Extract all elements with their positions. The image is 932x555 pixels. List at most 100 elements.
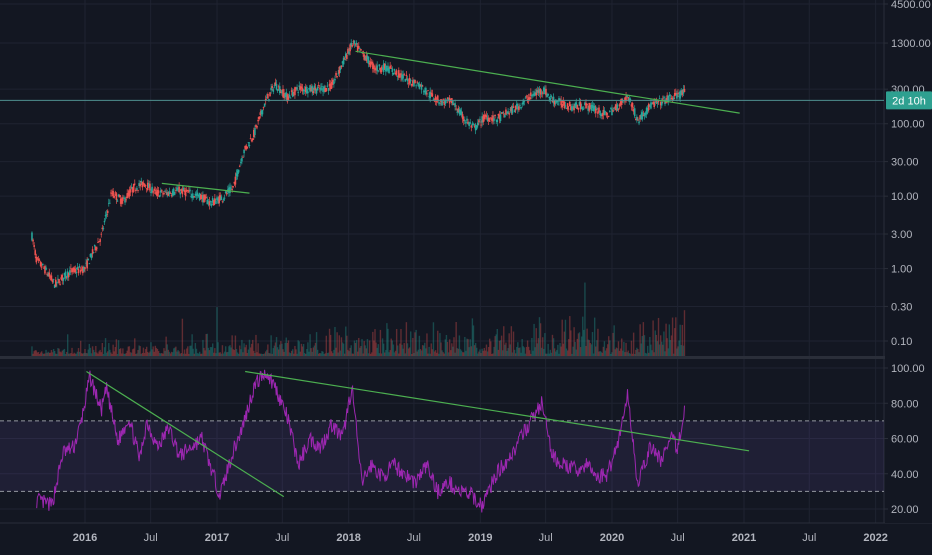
price-candle-body	[511, 106, 514, 114]
price-candle-body	[102, 228, 105, 229]
volume-bar	[365, 348, 368, 356]
price-candle-body	[162, 193, 164, 195]
volume-bar	[254, 353, 256, 356]
pane-separator[interactable]	[0, 356, 932, 359]
price-candle-body	[504, 114, 506, 118]
volume-bar	[414, 332, 416, 356]
volume-bar	[422, 345, 425, 356]
price-candle-body	[231, 189, 233, 190]
volume-bar	[649, 336, 651, 356]
volume-bar	[246, 352, 249, 356]
volume-bar	[556, 349, 558, 356]
volume-bar	[655, 334, 658, 356]
price-candle-body	[373, 65, 375, 70]
price-candle-body	[562, 99, 565, 103]
price-candle-body	[483, 114, 486, 120]
price-candle-body	[359, 47, 361, 49]
price-candle-body	[96, 247, 98, 249]
price-candle-body	[58, 278, 60, 284]
rsi-trendline-2[interactable]	[245, 370, 750, 452]
volume-bar	[300, 343, 303, 356]
price-candle-body	[316, 87, 319, 91]
volume-bar	[163, 348, 165, 356]
price-axis-tick-label: 0.30	[891, 301, 912, 313]
price-candle-body	[547, 93, 549, 96]
volume-bar	[99, 349, 101, 356]
volume-bar	[508, 333, 510, 356]
price-candle-body	[79, 269, 82, 273]
price-trendline-2[interactable]	[355, 50, 740, 114]
volume-bar	[675, 317, 677, 356]
price-candle-body	[657, 101, 660, 102]
price-candle-body	[89, 253, 92, 257]
price-candle-body	[584, 102, 586, 106]
price-candle-body	[184, 190, 187, 197]
price-trendline-1[interactable]	[161, 182, 250, 194]
price-candle-body	[303, 89, 306, 92]
price-candle-body	[594, 108, 597, 114]
volume-bar	[443, 353, 445, 356]
volume-bar	[202, 339, 204, 356]
price-candle-body	[521, 103, 523, 105]
rsi-line[interactable]	[36, 369, 685, 513]
price-candle-body	[572, 107, 574, 109]
time-axis-label: Jul	[275, 532, 289, 544]
volume-bar	[296, 353, 298, 356]
price-candle-body	[163, 193, 165, 195]
volume-bar	[513, 349, 516, 356]
volume-bar	[359, 347, 361, 356]
volume-bar	[503, 326, 505, 356]
volume-bar	[105, 352, 108, 356]
price-candle-body	[270, 87, 272, 91]
volume-bar	[472, 325, 475, 356]
volume-bar	[241, 339, 243, 356]
price-candle-body	[403, 74, 406, 76]
price-candle-body	[328, 83, 331, 87]
volume-bar	[473, 345, 476, 356]
price-candle-body	[400, 73, 402, 78]
price-candle-body	[106, 210, 109, 214]
volume-bar	[682, 345, 685, 356]
price-candle-body	[421, 85, 424, 87]
volume-bar	[223, 351, 226, 356]
volume-bar	[84, 349, 86, 356]
price-candle-body	[520, 107, 522, 109]
volume-bar	[45, 349, 47, 356]
price-candle-body	[271, 86, 274, 88]
volume-bar	[623, 341, 625, 356]
price-candle-body	[478, 120, 480, 123]
price-candle-body	[646, 108, 649, 112]
volume-bar	[652, 320, 654, 356]
price-candle-body	[385, 65, 387, 72]
price-candle-body	[565, 108, 568, 109]
volume-bar	[624, 352, 626, 356]
volume-bar	[90, 353, 93, 356]
price-candle-body	[277, 86, 280, 88]
volume-bar	[561, 319, 563, 356]
price-candle-body	[379, 67, 382, 72]
volume-bar	[447, 352, 450, 356]
price-candle-body	[615, 104, 618, 111]
price-candle-body	[607, 115, 610, 117]
price-candle-body	[291, 92, 294, 97]
price-candle-body	[499, 114, 502, 122]
volume-bar	[210, 347, 213, 356]
volume-bar	[425, 348, 427, 356]
current-value-badge[interactable]	[886, 91, 932, 110]
price-candle-body	[308, 87, 310, 89]
price-candle-body	[446, 97, 449, 99]
volume-bar	[592, 353, 595, 356]
price-candle-body	[675, 92, 677, 96]
price-candle-body	[364, 57, 367, 59]
volume-bar	[491, 353, 493, 356]
rsi-trendline-1[interactable]	[86, 371, 285, 498]
volume-bar	[552, 338, 555, 356]
price-candle-body	[194, 193, 197, 196]
volume-bar	[611, 352, 613, 356]
volume-bar	[662, 344, 664, 356]
volume-bar	[234, 335, 237, 356]
price-candle-body	[244, 146, 246, 149]
price-candle-body	[468, 122, 470, 126]
